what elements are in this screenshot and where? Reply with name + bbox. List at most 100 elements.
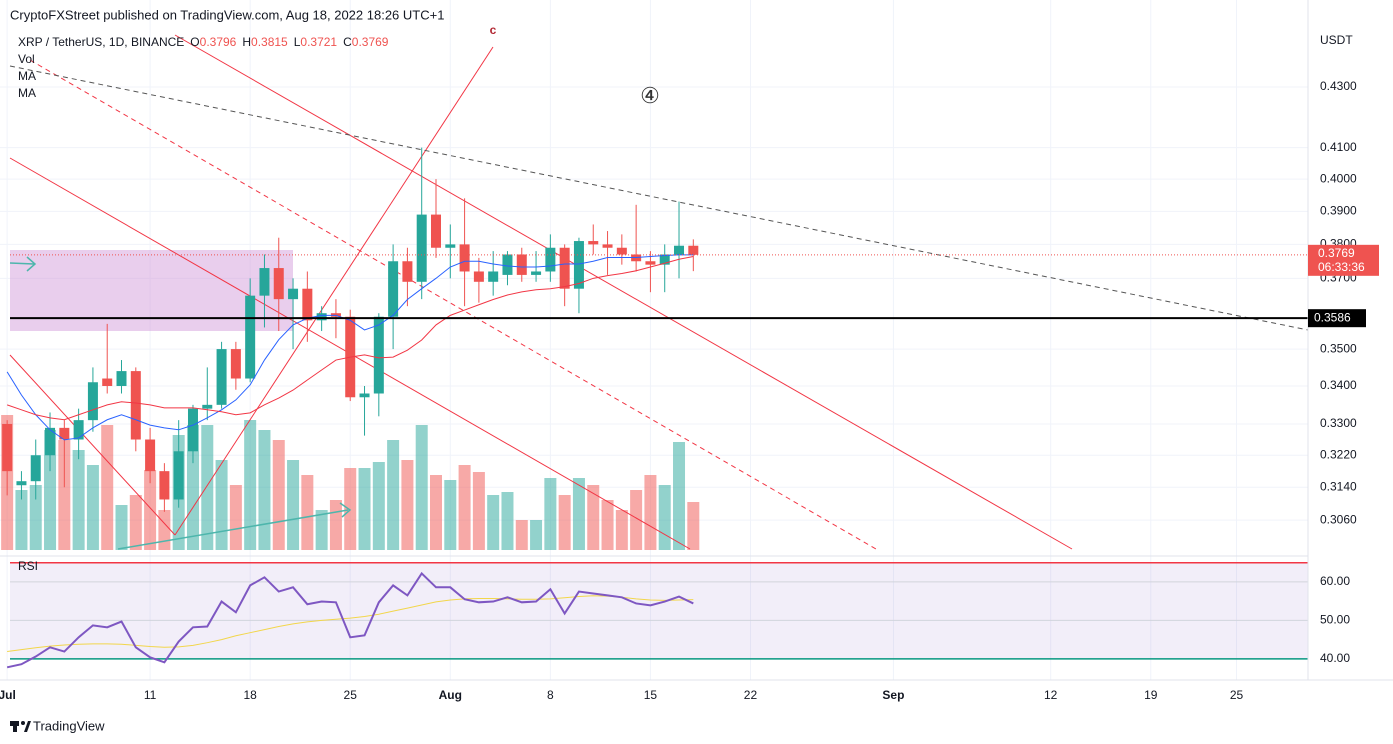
candle-body [59,427,70,440]
volume-bar [501,492,514,550]
volume-bar [572,478,585,550]
x-tick-label: 8 [547,688,554,702]
candle-body [459,244,470,272]
ohlc-value: 0.3769 [352,35,389,49]
candle-body [288,288,299,300]
drawings [9,34,1308,550]
volume-bar [515,520,528,550]
candle-body [431,214,441,248]
legend: XRP / TetherUS, 1D, BINANCE O0.3796 H0.381… [18,35,389,49]
volume-bar [458,465,471,550]
x-tick-label: 19 [1144,688,1158,702]
candle-body [259,268,270,296]
candle-body [674,245,685,255]
trend-line [29,59,877,550]
candle-body [502,254,513,275]
candle-body [373,316,384,394]
candle-body [45,427,56,456]
y-tick-label: 0.3400 [1320,378,1357,392]
ohlc-value: 0.3796 [200,35,237,49]
candle-body [187,408,198,452]
candle-body [488,271,499,282]
wave-count: ④ [640,83,660,108]
candle-body [531,271,542,275]
candle-body [130,371,141,440]
volume-bar [44,430,57,550]
y-tick-label: 50.00 [1320,613,1350,627]
candle-body [116,371,127,386]
volume-bar [144,470,157,550]
wave-line [174,46,494,536]
volume-bar [401,460,414,550]
candle-body [145,439,156,472]
candle-body [202,404,213,409]
candle-body [588,241,599,245]
volume-bar [29,485,42,550]
candle-body [102,378,113,386]
y-tick-label: 0.3300 [1320,416,1357,430]
candle-body [73,420,84,440]
candle-body [559,247,570,289]
volume-bar [344,468,357,550]
indicator-label: Vol [18,52,35,66]
x-tick-label: 12 [1044,688,1058,702]
candle-body [602,244,613,248]
y-tick-label: 0.4000 [1320,171,1357,185]
x-tick-label: 11 [144,688,157,702]
y-tick-label: 60.00 [1320,574,1350,588]
rsi-band [10,562,1308,659]
wave-line [9,354,176,536]
candle-body [645,261,656,265]
candle-body [473,271,484,282]
candle-body [616,247,627,255]
y-tick-label: 0.3140 [1320,479,1357,493]
candle-body [173,451,184,500]
volume-bar [558,495,571,550]
volume-bar [58,440,71,550]
ohlc-letter: L [294,35,301,49]
volume-bar [129,495,142,550]
volume-bar [472,472,485,550]
rsi-pane [6,561,1308,669]
volume-bar [115,505,128,550]
level-label: 0.3586 [1314,310,1351,324]
candle-body [388,261,399,317]
x-tick-label: 25 [1230,688,1244,702]
candle-body [2,423,13,472]
x-tick-label: 18 [243,688,257,702]
volume-bar [530,520,543,550]
symbol: XRP / TetherUS, 1D, BINANCE [18,35,184,49]
volume-bar [372,462,385,550]
y-tick-label: 40.00 [1320,651,1350,665]
indicator-label: MA [18,86,36,100]
rsi-line [6,571,694,669]
volume-bar [301,475,314,550]
candle-body [159,471,170,500]
last-price-label: 0.3769 [1318,246,1355,260]
countdown: 06:33:36 [1318,260,1365,274]
ohlc-letter: O [190,35,199,49]
x-tick-label: 25 [344,688,358,702]
volume-bar [272,440,285,550]
candle-body [516,254,527,275]
candle-body [87,382,98,421]
volume-bar [444,480,457,550]
arrow-head [339,502,352,518]
volume-bar [201,425,214,550]
y-tick-label: 0.3500 [1320,341,1357,355]
last-price-box [1308,244,1379,276]
ohlc-letter: H [242,35,251,49]
rsi-title: RSI [18,559,38,573]
y-tick-label: 0.3900 [1320,203,1357,217]
candle-body [659,254,670,265]
volume-bar [86,465,99,550]
y-tick-label: 0.3060 [1320,512,1357,526]
ohlc-letter: C [343,35,352,49]
candle-body [359,393,370,398]
arrow [9,262,35,265]
logo-mark [13,721,17,732]
logo-text: TradingView [33,718,105,733]
currency: USDT [1320,33,1353,47]
volume-bar [687,502,700,550]
